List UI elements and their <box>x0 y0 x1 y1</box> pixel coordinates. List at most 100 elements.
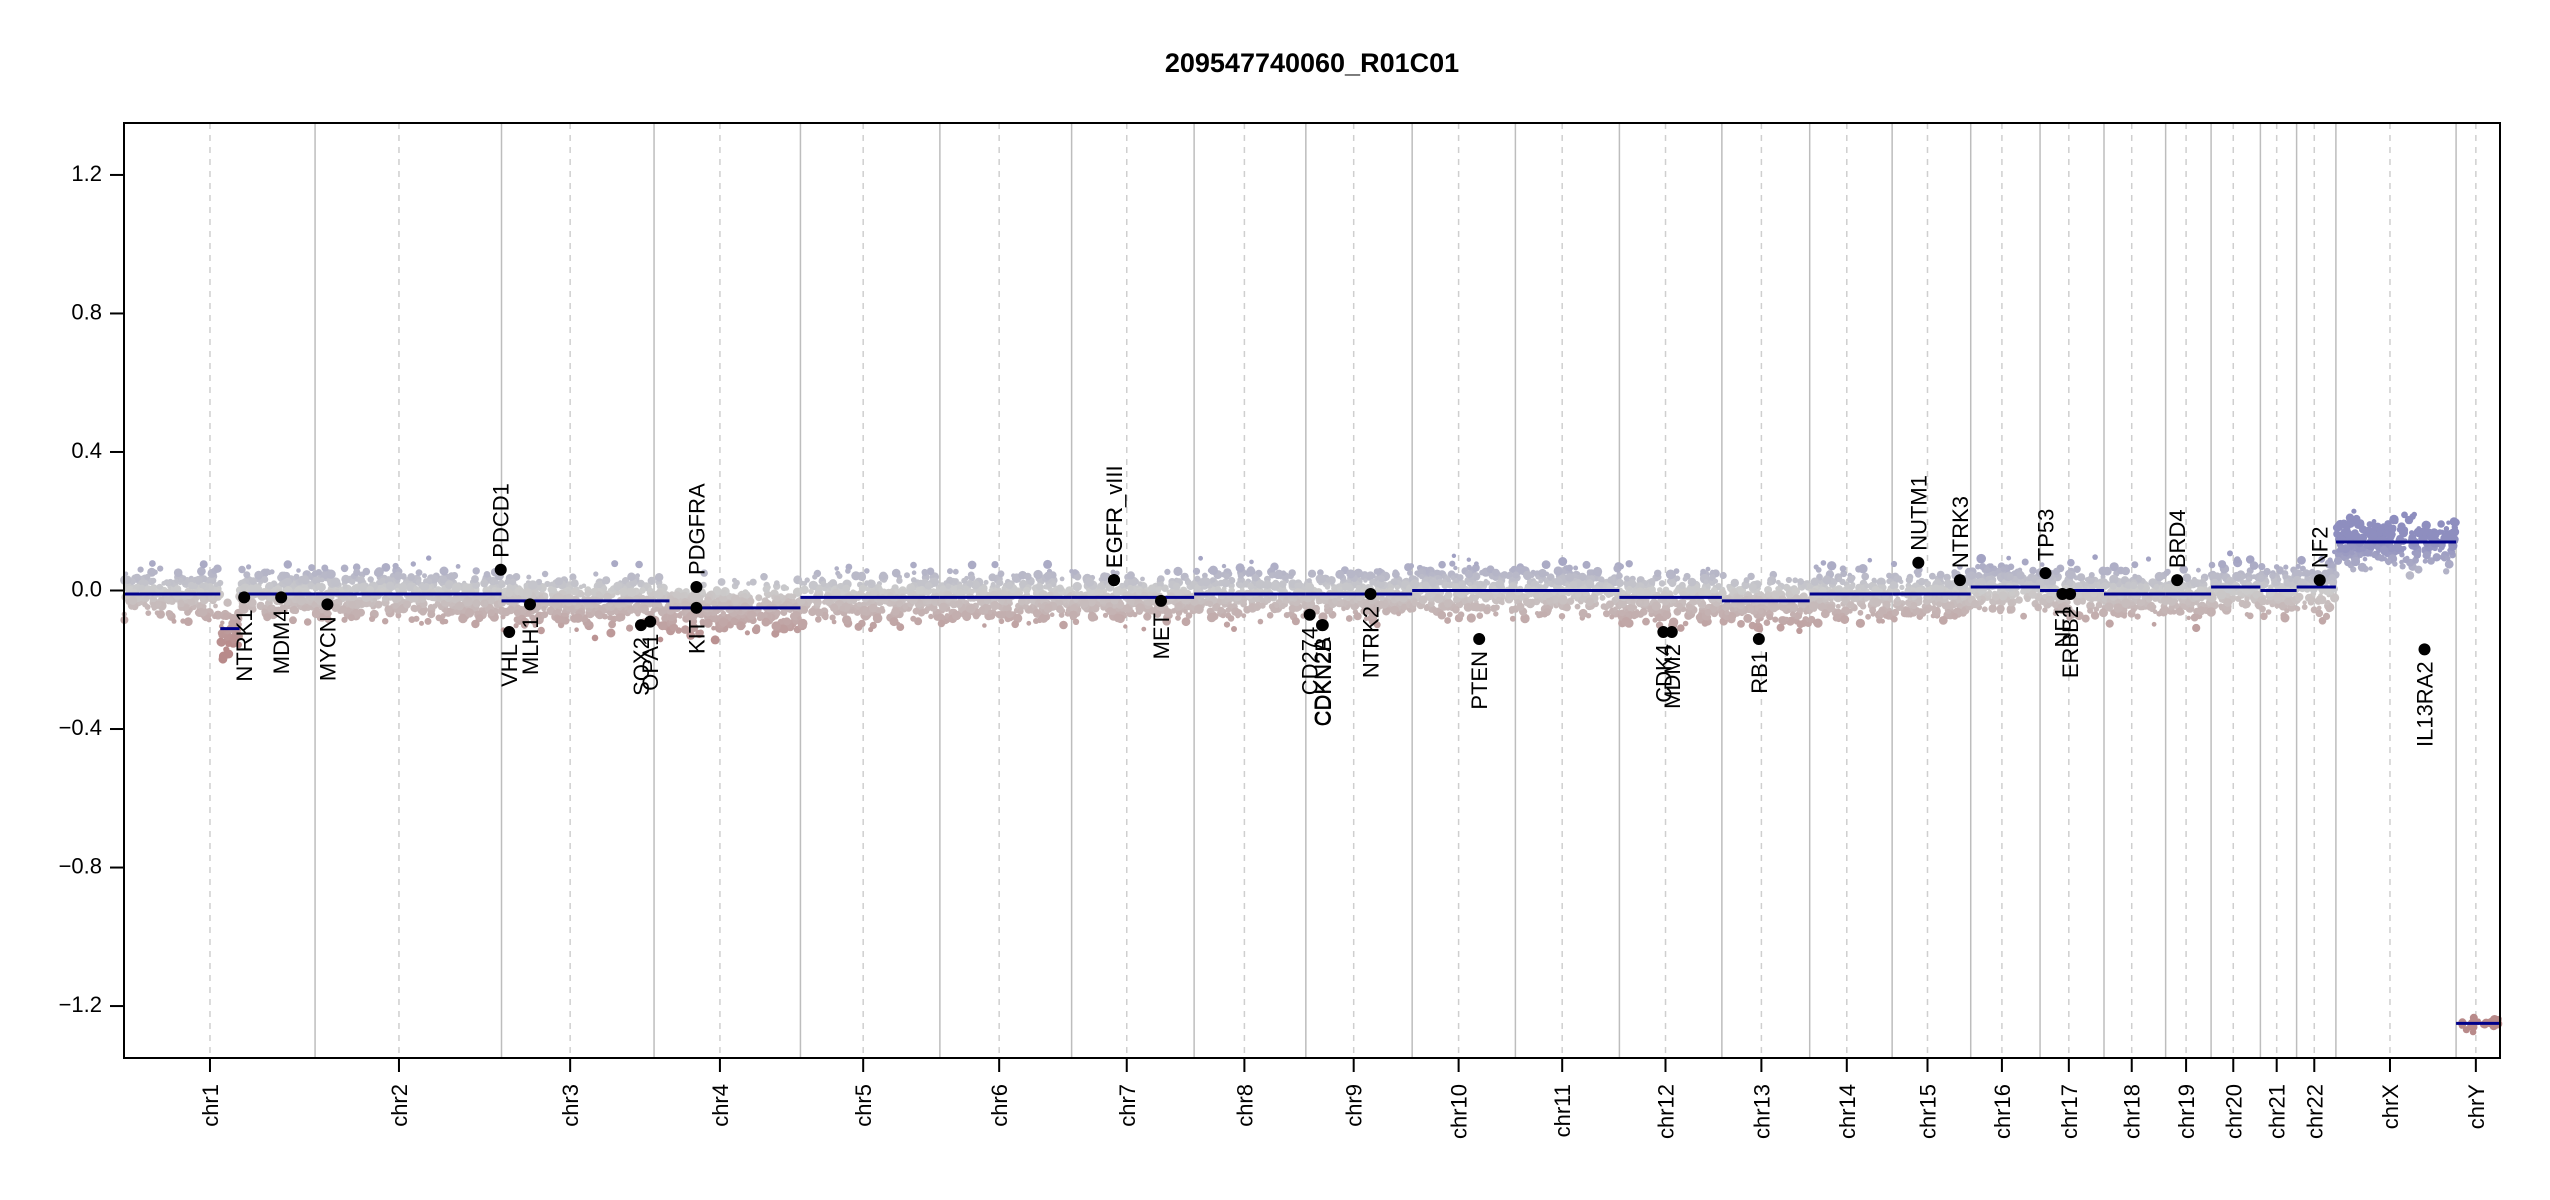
probe-point <box>911 570 917 575</box>
probe-point <box>671 597 679 605</box>
probe-point <box>654 589 664 599</box>
probe-point <box>283 560 292 569</box>
probe-point <box>1654 569 1662 577</box>
probe-point <box>956 588 964 597</box>
probe-point <box>570 579 579 588</box>
probe-point <box>1094 589 1100 596</box>
probe-point <box>164 595 171 603</box>
probe-point <box>849 608 855 614</box>
probe-point <box>1227 615 1235 622</box>
probe-point <box>746 610 757 620</box>
probe-point <box>1354 604 1360 609</box>
probe-point <box>654 606 660 612</box>
probe-point <box>451 595 460 604</box>
probe-point <box>229 614 237 622</box>
probe-point <box>1474 561 1479 567</box>
probe-point <box>1123 624 1128 629</box>
probe-point <box>462 583 472 593</box>
probe-point <box>1566 597 1575 605</box>
probe-point <box>1202 572 1208 579</box>
probe-point <box>341 616 348 623</box>
probe-point <box>2000 566 2007 572</box>
probe-point <box>1373 568 1381 575</box>
probe-point <box>1929 572 1936 580</box>
probe-point <box>1934 595 1944 604</box>
probe-point <box>1889 581 1898 590</box>
probe-point <box>1563 603 1571 612</box>
probe-point <box>1234 609 1243 618</box>
probe-point <box>1951 569 1958 576</box>
probe-point <box>1401 603 1408 611</box>
probe-point <box>1651 601 1662 611</box>
probe-point <box>1220 613 1226 619</box>
probe-point <box>1924 581 1931 588</box>
probe-point <box>1005 581 1014 590</box>
probe-point <box>1127 577 1137 587</box>
probe-point <box>830 603 839 613</box>
probe-point <box>301 587 309 595</box>
probe-point <box>1626 585 1632 591</box>
probe-point <box>978 606 986 614</box>
probe-point <box>1712 578 1719 584</box>
probe-point <box>601 613 608 620</box>
probe-point <box>463 596 473 607</box>
probe-point <box>995 580 1001 586</box>
probe-point <box>381 563 391 572</box>
probe-point <box>1451 553 1457 558</box>
probe-point <box>2007 599 2015 607</box>
probe-point <box>865 586 871 592</box>
probe-point <box>990 600 1000 611</box>
probe-point <box>352 563 361 571</box>
probe-point <box>1631 610 1640 619</box>
probe-point <box>1603 610 1611 618</box>
probe-point <box>1976 553 1986 564</box>
probe-point <box>542 592 549 598</box>
probe-point <box>747 597 755 605</box>
probe-point <box>1662 610 1672 620</box>
probe-point <box>1059 576 1065 582</box>
probe-point <box>1056 584 1064 593</box>
probe-point <box>1490 604 1498 613</box>
probe-point <box>1214 585 1222 593</box>
probe-point <box>658 621 667 631</box>
probe-point <box>1621 617 1631 627</box>
probe-point <box>246 564 252 570</box>
probe-point <box>1886 572 1893 579</box>
probe-point <box>1346 569 1356 579</box>
probe-point <box>1079 599 1089 608</box>
probe-point <box>216 637 225 647</box>
probe-point <box>596 581 603 588</box>
probe-point <box>1341 606 1346 612</box>
probe-point <box>730 594 741 605</box>
probe-point <box>472 599 481 608</box>
probe-point <box>2020 588 2027 595</box>
probe-point <box>423 582 430 589</box>
probe-point <box>270 604 276 610</box>
probe-point <box>1198 555 1203 561</box>
probe-point <box>620 601 626 607</box>
probe-point <box>1135 589 1142 596</box>
probe-point <box>1593 566 1603 577</box>
probe-point <box>1411 599 1418 607</box>
probe-point <box>551 600 560 609</box>
probe-point <box>2015 596 2023 604</box>
probe-point <box>1239 587 1245 593</box>
probe-point <box>786 601 793 608</box>
probe-point <box>850 597 858 605</box>
probe-point <box>983 579 989 585</box>
probe-point <box>668 614 675 621</box>
probe-point <box>2029 566 2037 575</box>
probe-point <box>1764 591 1771 598</box>
probe-point <box>1680 583 1686 590</box>
probe-point <box>1957 564 1963 570</box>
probe-point <box>194 576 203 585</box>
probe-point <box>502 607 511 617</box>
probe-point <box>198 606 208 617</box>
probe-point <box>1546 596 1554 605</box>
probe-point <box>1363 616 1369 622</box>
probe-point <box>1978 599 1985 606</box>
probe-point <box>845 568 851 574</box>
probe-point <box>522 588 533 598</box>
probe-point <box>1024 572 1032 581</box>
